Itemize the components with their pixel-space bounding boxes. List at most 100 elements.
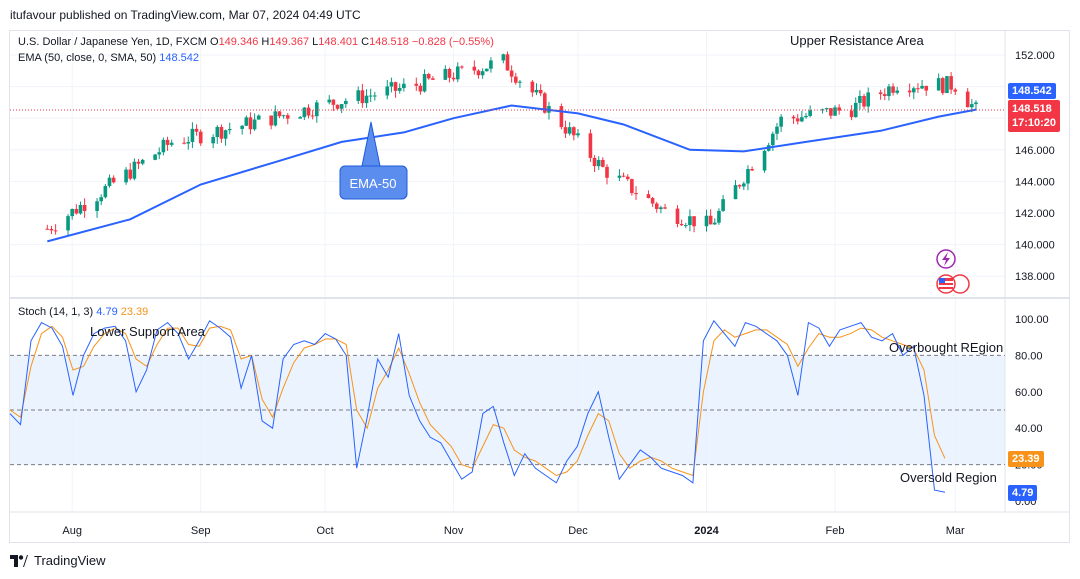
candle — [314, 100, 319, 123]
candle-body — [107, 177, 112, 186]
candle-body — [646, 194, 651, 199]
stoch-d-line[interactable] — [9, 325, 946, 477]
ohlc-change: −0.828 (−0.55%) — [411, 36, 494, 48]
candle-body — [530, 81, 535, 93]
candle — [820, 108, 825, 114]
candle — [480, 68, 485, 79]
candle — [559, 103, 564, 130]
candle — [518, 80, 522, 88]
candle-body — [360, 90, 365, 104]
candle — [476, 69, 481, 79]
candle — [302, 106, 307, 120]
candle-body — [136, 161, 141, 164]
candle-body — [364, 95, 369, 104]
candle — [460, 65, 464, 70]
candle — [140, 158, 145, 166]
close-price-tag: 148.518 17:10:20 — [1008, 100, 1061, 132]
candle-body — [186, 141, 191, 144]
candle-body — [688, 216, 692, 226]
candle — [70, 208, 74, 220]
candle — [941, 76, 945, 96]
stoch-levels — [10, 354, 1005, 466]
candle-body — [936, 78, 941, 91]
candle-body — [538, 89, 543, 94]
candle-body — [858, 95, 862, 103]
candle — [269, 115, 273, 130]
candle — [530, 80, 535, 97]
candle — [78, 201, 83, 215]
candle-body — [447, 68, 452, 78]
ema-legend-value: 148.542 — [159, 52, 199, 64]
candle — [157, 147, 162, 160]
candle — [891, 83, 895, 96]
candle — [132, 158, 137, 181]
ema-legend-label: EMA (50, close, 0, SMA, 50) — [18, 52, 157, 64]
candle-body — [389, 82, 394, 87]
time-tick-label: Aug — [62, 525, 82, 537]
stoch-legend[interactable]: Stoch (14, 1, 3) 4.79 23.39 — [18, 306, 148, 318]
candle — [422, 69, 427, 93]
candle — [862, 93, 866, 110]
candle-body — [153, 154, 157, 160]
candle — [659, 205, 663, 214]
candle — [916, 83, 920, 93]
brand[interactable]: TradingView — [10, 553, 106, 568]
candle-body — [256, 115, 261, 120]
candle — [692, 216, 696, 233]
candle-body — [66, 216, 70, 231]
candle — [953, 87, 958, 95]
candle — [945, 75, 949, 94]
candle — [256, 114, 261, 120]
candle — [49, 225, 54, 234]
time-axis[interactable]: Aug Sep Oct Nov Dec 2024 Feb Mar — [62, 525, 965, 537]
ema-50-line[interactable] — [47, 104, 977, 243]
candle-body — [949, 76, 953, 90]
candle-body — [368, 95, 373, 97]
candle — [161, 137, 166, 156]
candle — [339, 103, 344, 114]
time-tick-label: Mar — [946, 525, 965, 537]
candle-body — [746, 169, 750, 184]
candle-body — [74, 208, 79, 214]
candle — [878, 89, 883, 100]
candle-body — [887, 86, 891, 97]
candle-body — [248, 117, 253, 130]
ohlc-close: C148.518 — [361, 36, 409, 48]
candle-body — [704, 215, 709, 227]
candle-body — [920, 85, 924, 89]
candle-body — [513, 76, 518, 83]
ema-callout-box[interactable] — [339, 165, 408, 200]
candle — [360, 83, 365, 108]
candle — [646, 190, 651, 199]
candle — [414, 77, 419, 91]
candle-body — [650, 198, 655, 204]
candle — [679, 219, 684, 226]
usd-jpy-flags-icon[interactable] — [936, 274, 970, 294]
candle — [443, 65, 448, 81]
candle — [572, 126, 576, 141]
ema-legend[interactable]: EMA (50, close, 0, SMA, 50) 148.542 — [18, 52, 199, 64]
stoch-k-line[interactable] — [9, 319, 946, 493]
symbol-label[interactable]: U.S. Dollar / Japanese Yen, 1D, FXCM — [18, 36, 207, 48]
candle — [617, 169, 622, 182]
time-tick-label: 2024 — [694, 525, 719, 537]
lightning-icon[interactable] — [936, 249, 956, 269]
ohlc-high: H149.367 — [261, 36, 310, 48]
candle — [936, 73, 941, 91]
candle-body — [285, 115, 290, 119]
candle — [907, 83, 912, 97]
candle-body — [215, 126, 220, 138]
candle-body — [621, 175, 626, 177]
candle — [240, 124, 244, 135]
ema-callout-label: EMA-50 — [350, 176, 397, 191]
candle-body — [675, 208, 680, 224]
candle-body — [563, 127, 568, 134]
candle — [389, 77, 394, 93]
candle-body — [829, 108, 833, 116]
candle-body — [750, 169, 754, 171]
candle-body — [543, 93, 547, 113]
candle — [866, 87, 870, 113]
candle — [298, 115, 303, 119]
